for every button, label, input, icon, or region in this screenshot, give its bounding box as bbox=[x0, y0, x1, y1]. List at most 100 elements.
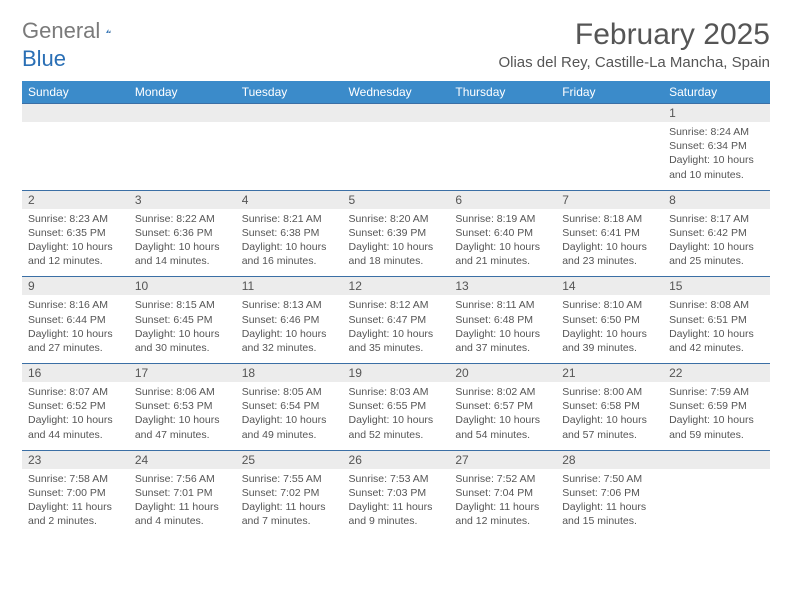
sunrise-line: Sunrise: 8:02 AM bbox=[455, 385, 550, 399]
day-detail-cell: Sunrise: 8:20 AMSunset: 6:39 PMDaylight:… bbox=[343, 209, 450, 277]
sunrise-line: Sunrise: 8:16 AM bbox=[28, 298, 123, 312]
day-number-cell: 13 bbox=[449, 277, 556, 296]
day-detail-cell bbox=[236, 122, 343, 190]
week-3-detail-row: Sunrise: 8:07 AMSunset: 6:52 PMDaylight:… bbox=[22, 382, 770, 450]
header: General February 2025 Olias del Rey, Cas… bbox=[22, 18, 770, 71]
sunset-line: Sunset: 6:42 PM bbox=[669, 226, 764, 240]
sunrise-line: Sunrise: 8:23 AM bbox=[28, 212, 123, 226]
week-2-detail-row: Sunrise: 8:16 AMSunset: 6:44 PMDaylight:… bbox=[22, 295, 770, 363]
day-detail-cell: Sunrise: 8:24 AMSunset: 6:34 PMDaylight:… bbox=[663, 122, 770, 190]
sunset-line: Sunset: 7:03 PM bbox=[349, 486, 444, 500]
day-detail-cell: Sunrise: 7:59 AMSunset: 6:59 PMDaylight:… bbox=[663, 382, 770, 450]
sunset-line: Sunset: 6:46 PM bbox=[242, 313, 337, 327]
daylight-line: Daylight: 10 hours and 10 minutes. bbox=[669, 153, 764, 181]
week-0-detail-row: Sunrise: 8:24 AMSunset: 6:34 PMDaylight:… bbox=[22, 122, 770, 190]
logo: General bbox=[22, 18, 136, 44]
day-detail-cell: Sunrise: 8:00 AMSunset: 6:58 PMDaylight:… bbox=[556, 382, 663, 450]
week-1-daynum-row: 2345678 bbox=[22, 190, 770, 209]
sunset-line: Sunset: 6:47 PM bbox=[349, 313, 444, 327]
day-detail-cell: Sunrise: 8:17 AMSunset: 6:42 PMDaylight:… bbox=[663, 209, 770, 277]
sunrise-line: Sunrise: 7:59 AM bbox=[669, 385, 764, 399]
calendar-table: SundayMondayTuesdayWednesdayThursdayFrid… bbox=[22, 81, 770, 536]
daylight-line: Daylight: 10 hours and 54 minutes. bbox=[455, 413, 550, 441]
day-detail-cell: Sunrise: 8:23 AMSunset: 6:35 PMDaylight:… bbox=[22, 209, 129, 277]
daylight-line: Daylight: 10 hours and 59 minutes. bbox=[669, 413, 764, 441]
day-number-cell: 20 bbox=[449, 364, 556, 383]
sunset-line: Sunset: 7:06 PM bbox=[562, 486, 657, 500]
dayname-tuesday: Tuesday bbox=[236, 81, 343, 104]
day-number-cell: 9 bbox=[22, 277, 129, 296]
sunset-line: Sunset: 6:51 PM bbox=[669, 313, 764, 327]
daylight-line: Daylight: 10 hours and 12 minutes. bbox=[28, 240, 123, 268]
daylight-line: Daylight: 10 hours and 49 minutes. bbox=[242, 413, 337, 441]
sunrise-line: Sunrise: 8:03 AM bbox=[349, 385, 444, 399]
sunset-line: Sunset: 6:35 PM bbox=[28, 226, 123, 240]
sunset-line: Sunset: 6:48 PM bbox=[455, 313, 550, 327]
day-detail-cell: Sunrise: 7:50 AMSunset: 7:06 PMDaylight:… bbox=[556, 469, 663, 537]
day-detail-cell: Sunrise: 7:56 AMSunset: 7:01 PMDaylight:… bbox=[129, 469, 236, 537]
day-number-cell: 2 bbox=[22, 190, 129, 209]
daylight-line: Daylight: 10 hours and 16 minutes. bbox=[242, 240, 337, 268]
day-detail-cell: Sunrise: 8:06 AMSunset: 6:53 PMDaylight:… bbox=[129, 382, 236, 450]
sunset-line: Sunset: 6:40 PM bbox=[455, 226, 550, 240]
day-number-cell bbox=[449, 104, 556, 123]
day-number-cell: 1 bbox=[663, 104, 770, 123]
day-number-cell: 8 bbox=[663, 190, 770, 209]
sunset-line: Sunset: 7:02 PM bbox=[242, 486, 337, 500]
day-detail-cell: Sunrise: 8:02 AMSunset: 6:57 PMDaylight:… bbox=[449, 382, 556, 450]
day-detail-cell: Sunrise: 7:58 AMSunset: 7:00 PMDaylight:… bbox=[22, 469, 129, 537]
day-number-cell: 6 bbox=[449, 190, 556, 209]
day-number-cell: 16 bbox=[22, 364, 129, 383]
day-detail-cell: Sunrise: 7:55 AMSunset: 7:02 PMDaylight:… bbox=[236, 469, 343, 537]
day-detail-cell bbox=[663, 469, 770, 537]
day-number-cell: 4 bbox=[236, 190, 343, 209]
location: Olias del Rey, Castille-La Mancha, Spain bbox=[498, 54, 770, 71]
daylight-line: Daylight: 10 hours and 25 minutes. bbox=[669, 240, 764, 268]
daylight-line: Daylight: 11 hours and 12 minutes. bbox=[455, 500, 550, 528]
day-number-cell: 15 bbox=[663, 277, 770, 296]
calendar-body: 1 Sunrise: 8:24 AMSunset: 6:34 PMDayligh… bbox=[22, 104, 770, 537]
dayname-row: SundayMondayTuesdayWednesdayThursdayFrid… bbox=[22, 81, 770, 104]
week-4-daynum-row: 232425262728 bbox=[22, 450, 770, 469]
sunset-line: Sunset: 7:00 PM bbox=[28, 486, 123, 500]
sunrise-line: Sunrise: 8:12 AM bbox=[349, 298, 444, 312]
day-number-cell: 21 bbox=[556, 364, 663, 383]
sunrise-line: Sunrise: 7:52 AM bbox=[455, 472, 550, 486]
sunrise-line: Sunrise: 8:13 AM bbox=[242, 298, 337, 312]
dayname-saturday: Saturday bbox=[663, 81, 770, 104]
week-1-detail-row: Sunrise: 8:23 AMSunset: 6:35 PMDaylight:… bbox=[22, 209, 770, 277]
sunrise-line: Sunrise: 8:17 AM bbox=[669, 212, 764, 226]
dayname-monday: Monday bbox=[129, 81, 236, 104]
day-number-cell: 22 bbox=[663, 364, 770, 383]
sunset-line: Sunset: 7:04 PM bbox=[455, 486, 550, 500]
daylight-line: Daylight: 10 hours and 14 minutes. bbox=[135, 240, 230, 268]
day-number-cell: 28 bbox=[556, 450, 663, 469]
sunrise-line: Sunrise: 7:53 AM bbox=[349, 472, 444, 486]
day-number-cell: 5 bbox=[343, 190, 450, 209]
day-number-cell: 7 bbox=[556, 190, 663, 209]
day-number-cell: 19 bbox=[343, 364, 450, 383]
sunrise-line: Sunrise: 8:15 AM bbox=[135, 298, 230, 312]
sunrise-line: Sunrise: 8:08 AM bbox=[669, 298, 764, 312]
daylight-line: Daylight: 10 hours and 23 minutes. bbox=[562, 240, 657, 268]
day-number-cell: 24 bbox=[129, 450, 236, 469]
sunset-line: Sunset: 6:58 PM bbox=[562, 399, 657, 413]
dayname-wednesday: Wednesday bbox=[343, 81, 450, 104]
sunset-line: Sunset: 6:41 PM bbox=[562, 226, 657, 240]
logo-text-blue: Blue bbox=[22, 46, 66, 72]
week-2-daynum-row: 9101112131415 bbox=[22, 277, 770, 296]
daylight-line: Daylight: 11 hours and 4 minutes. bbox=[135, 500, 230, 528]
sunset-line: Sunset: 6:45 PM bbox=[135, 313, 230, 327]
month-title: February 2025 bbox=[498, 18, 770, 52]
day-detail-cell: Sunrise: 7:52 AMSunset: 7:04 PMDaylight:… bbox=[449, 469, 556, 537]
logo-sail-icon bbox=[106, 21, 111, 41]
daylight-line: Daylight: 10 hours and 42 minutes. bbox=[669, 327, 764, 355]
daylight-line: Daylight: 10 hours and 21 minutes. bbox=[455, 240, 550, 268]
day-detail-cell bbox=[343, 122, 450, 190]
day-detail-cell: Sunrise: 8:10 AMSunset: 6:50 PMDaylight:… bbox=[556, 295, 663, 363]
day-detail-cell: Sunrise: 8:13 AMSunset: 6:46 PMDaylight:… bbox=[236, 295, 343, 363]
sunrise-line: Sunrise: 8:06 AM bbox=[135, 385, 230, 399]
day-detail-cell: Sunrise: 8:11 AMSunset: 6:48 PMDaylight:… bbox=[449, 295, 556, 363]
daylight-line: Daylight: 10 hours and 37 minutes. bbox=[455, 327, 550, 355]
sunset-line: Sunset: 6:55 PM bbox=[349, 399, 444, 413]
